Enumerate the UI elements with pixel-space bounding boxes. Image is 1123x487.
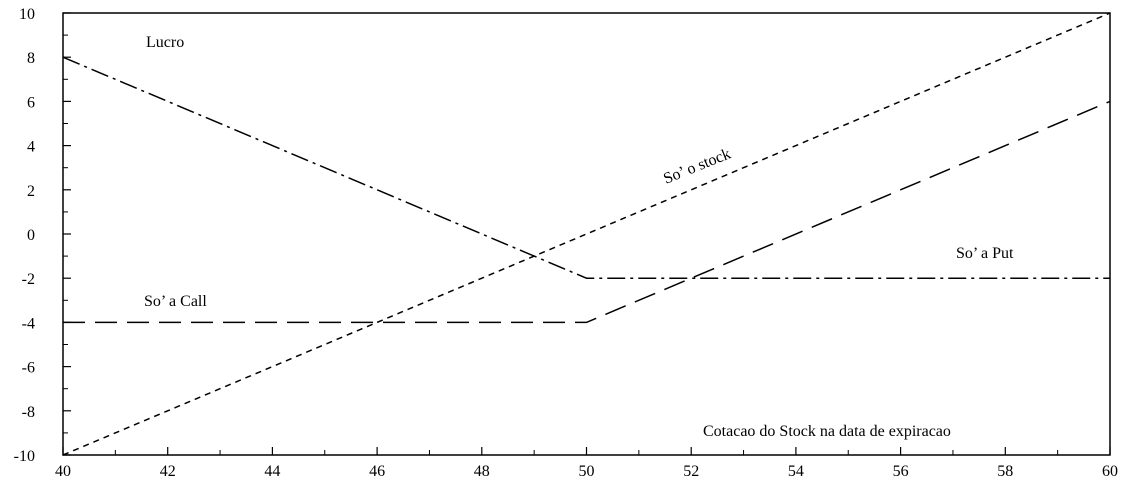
annotation-lucro: Lucro xyxy=(146,34,184,51)
y-tick-label: -4 xyxy=(22,315,35,332)
annotation-so-a-put: So’ a Put xyxy=(956,245,1014,262)
x-tick-label: 48 xyxy=(474,463,490,480)
series-line-0 xyxy=(62,12,1111,456)
annotation-x-caption: Cotacao do Stock na data de expiracao xyxy=(703,423,951,440)
x-tick-label: 56 xyxy=(893,463,909,480)
y-tick-label: 4 xyxy=(27,139,35,156)
x-tick-label: 50 xyxy=(579,463,595,480)
annotation-so-a-call: So’ a Call xyxy=(144,293,207,310)
x-tick-label: 44 xyxy=(264,463,280,480)
y-tick-label: -6 xyxy=(22,360,35,377)
x-tick-label: 40 xyxy=(55,463,71,480)
y-tick-label: 8 xyxy=(27,50,35,67)
x-tick-label: 46 xyxy=(369,463,385,480)
y-tick-label: 6 xyxy=(27,94,35,111)
x-tick-label: 60 xyxy=(1102,463,1118,480)
series-line-1 xyxy=(63,100,1111,324)
series-line-2 xyxy=(62,56,1110,279)
annotation-so-o-stock: So’ o stock xyxy=(661,145,733,187)
y-tick-label: 10 xyxy=(19,6,35,23)
x-tick-label: 54 xyxy=(788,463,804,480)
x-tick-label: 58 xyxy=(997,463,1013,480)
y-tick-label: -2 xyxy=(22,271,35,288)
y-tick-label: 2 xyxy=(27,183,35,200)
series-lines xyxy=(62,12,1111,456)
x-tick-label: 52 xyxy=(683,463,699,480)
y-tick-label: -8 xyxy=(22,404,35,421)
y-tick-label: 0 xyxy=(27,227,35,244)
y-tick-label: -10 xyxy=(14,448,35,465)
x-tick-label: 42 xyxy=(160,463,176,480)
